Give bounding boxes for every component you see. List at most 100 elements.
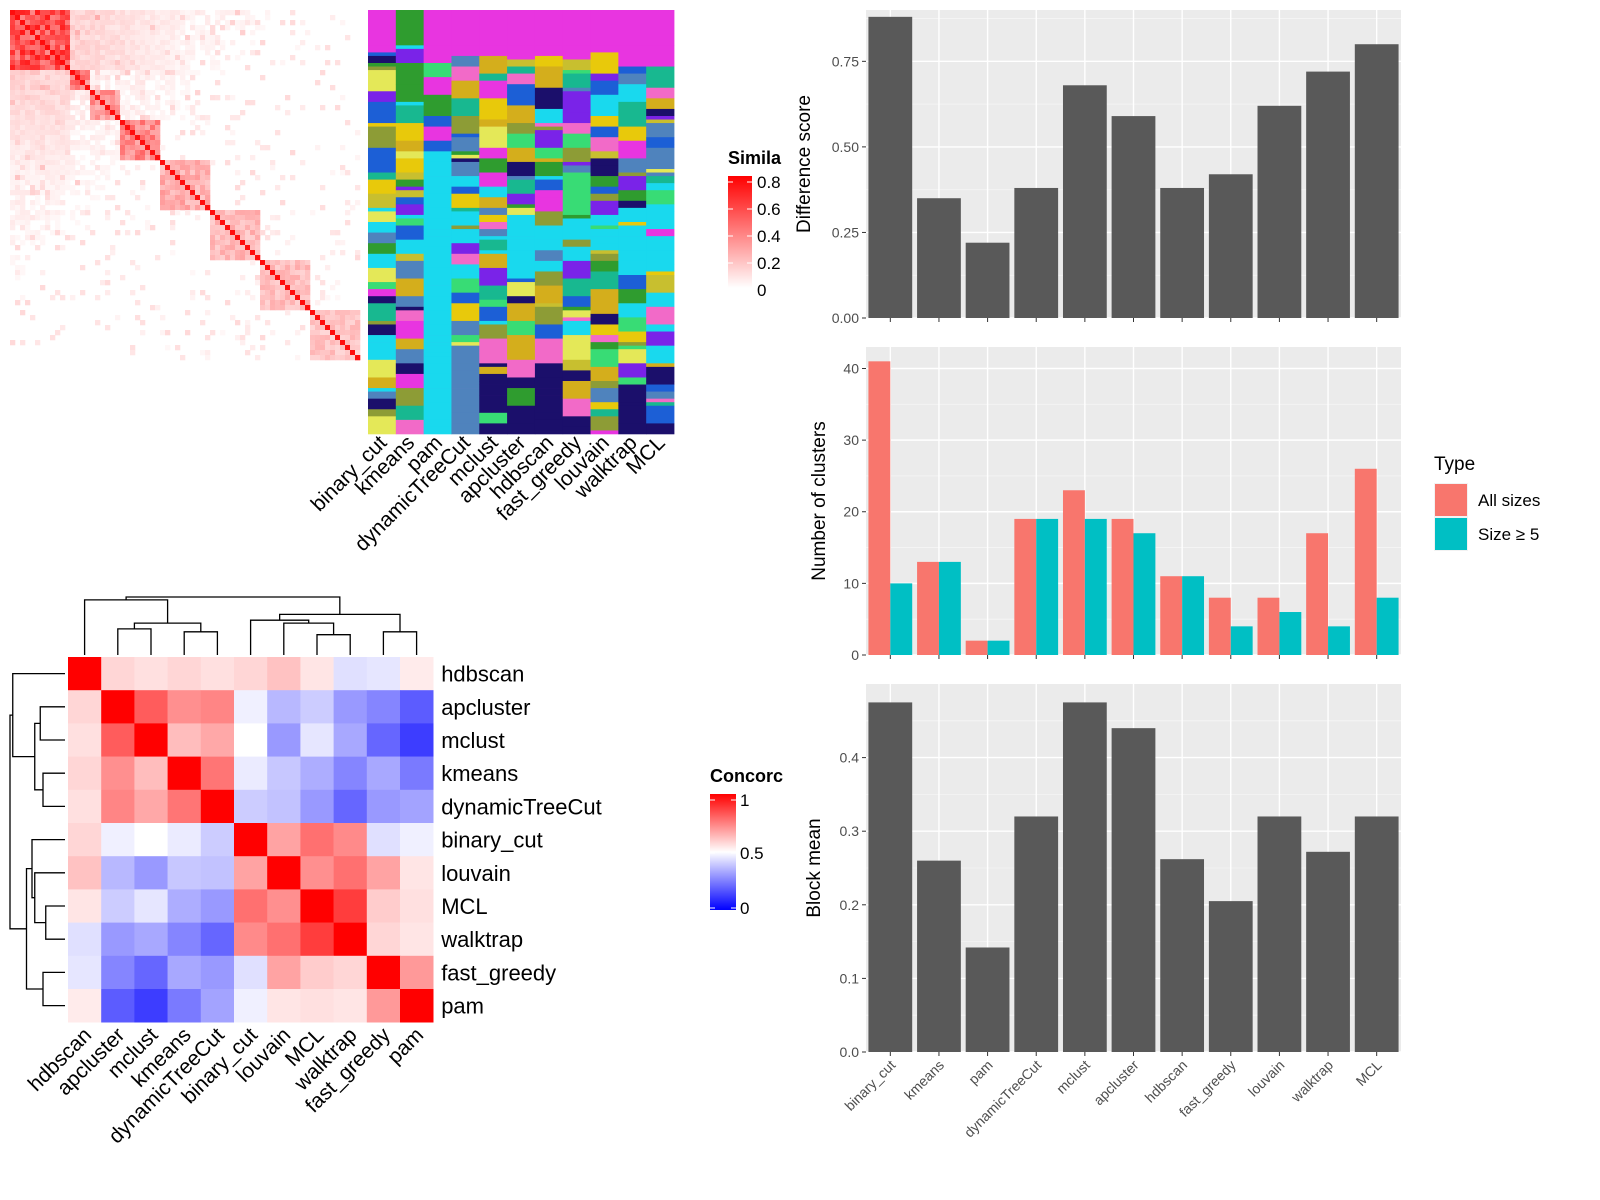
similarity-cell <box>140 85 146 91</box>
cluster-cell <box>395 373 425 389</box>
cluster-cell <box>423 94 452 117</box>
similarity-cell <box>130 110 136 116</box>
similarity-cell <box>260 145 266 151</box>
similarity-cell <box>70 185 76 191</box>
cluster-cell <box>646 381 675 385</box>
similarity-cell <box>35 25 41 31</box>
similarity-cell <box>30 200 36 206</box>
similarity-cell <box>95 30 101 36</box>
similarity-cell <box>285 260 291 266</box>
similarity-cell <box>140 20 146 26</box>
concordance-cell <box>134 823 168 857</box>
similarity-cell <box>180 10 186 16</box>
similarity-cell <box>135 130 141 136</box>
concordance-cell <box>234 756 268 791</box>
similarity-cell <box>60 150 66 156</box>
concordance-cell <box>333 657 368 691</box>
similarity-cell <box>225 140 231 146</box>
similarity-cell <box>155 135 161 141</box>
similarity-cell <box>110 160 116 166</box>
similarity-cell <box>160 185 166 191</box>
similarity-cell <box>95 145 101 151</box>
similarity-cell <box>170 165 176 171</box>
similarity-cell <box>260 335 266 341</box>
concordance-cell <box>366 789 401 824</box>
similarity-cell <box>135 55 141 61</box>
cluster-cell <box>618 236 647 251</box>
similarity-cell <box>140 30 146 36</box>
cluster-cell <box>423 116 452 127</box>
cluster-cell <box>618 345 647 350</box>
cluster-cell <box>646 147 675 170</box>
similarity-legend-label: 0.8 <box>757 173 781 192</box>
similarity-cell <box>245 100 251 106</box>
similarity-cell <box>180 30 186 36</box>
cluster-cell <box>395 140 425 152</box>
similarity-cell <box>50 180 56 186</box>
similarity-cell <box>30 130 36 136</box>
similarity-cell <box>20 160 26 166</box>
similarity-cell <box>110 20 116 26</box>
similarity-cell <box>40 145 46 151</box>
similarity-cell <box>235 10 241 16</box>
similarity-cell <box>115 70 121 76</box>
similarity-cell <box>295 45 301 51</box>
similarity-cell <box>30 80 36 86</box>
similarity-cell <box>75 70 81 76</box>
cluster-cell <box>395 260 425 279</box>
similarity-cell <box>225 10 231 16</box>
similarity-cell <box>195 70 201 76</box>
cluster-cell <box>395 84 425 103</box>
similarity-cell <box>115 80 121 86</box>
similarity-cell <box>150 150 156 156</box>
bar <box>1062 702 1107 1052</box>
bar-size-5 <box>1279 612 1302 655</box>
similarity-cell <box>95 65 101 71</box>
similarity-cell <box>50 80 56 86</box>
similarity-cell <box>205 35 211 41</box>
concordance-cell <box>234 922 268 957</box>
similarity-colorbar <box>728 176 752 288</box>
similarity-cell <box>80 70 86 76</box>
similarity-cell <box>325 60 331 66</box>
cluster-cell <box>479 384 508 396</box>
similarity-cell <box>220 225 226 231</box>
similarity-cell <box>55 95 61 101</box>
cluster-cell <box>590 349 619 368</box>
similarity-cell <box>170 65 176 71</box>
cluster-cell <box>451 98 480 117</box>
similarity-cell <box>20 340 26 346</box>
cluster-cell <box>646 275 675 293</box>
similarity-cell <box>200 35 206 41</box>
similarity-cell <box>20 90 26 96</box>
cluster-cell <box>423 342 452 346</box>
concordance-cell <box>134 955 168 990</box>
cluster-cell <box>395 225 425 240</box>
similarity-cell <box>155 120 161 126</box>
cluster-cell <box>562 200 591 216</box>
similarity-cell <box>235 210 241 216</box>
cluster-cell <box>646 137 675 145</box>
similarity-cell <box>45 120 51 126</box>
similarity-cell <box>40 185 46 191</box>
similarity-cell <box>120 20 126 26</box>
similarity-cell <box>135 65 141 71</box>
cluster-cell <box>534 147 564 159</box>
similarity-cell <box>155 145 161 151</box>
cluster-cell <box>562 359 591 371</box>
cluster-cell <box>534 324 564 339</box>
similarity-cell <box>130 20 136 26</box>
similarity-cell <box>135 230 141 236</box>
similarity-cell <box>30 60 36 66</box>
similarity-cell <box>20 185 26 191</box>
similarity-cell <box>40 95 46 101</box>
cluster-cell <box>479 236 508 240</box>
similarity-cell <box>190 195 196 201</box>
similarity-cell <box>135 315 141 321</box>
similarity-cell <box>100 40 106 46</box>
x-tick-label: mclust <box>1053 1057 1093 1097</box>
similarity-cell <box>85 210 91 216</box>
cluster-cell <box>507 10 536 46</box>
similarity-cell <box>10 85 16 91</box>
